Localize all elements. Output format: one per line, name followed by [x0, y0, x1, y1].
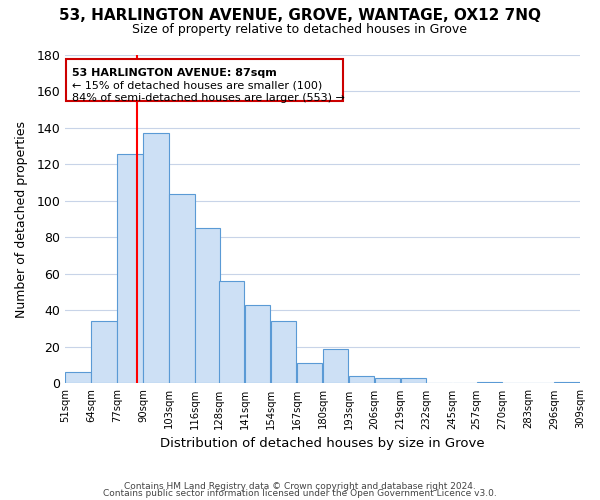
X-axis label: Distribution of detached houses by size in Grove: Distribution of detached houses by size …: [160, 437, 485, 450]
Text: ← 15% of detached houses are smaller (100): ← 15% of detached houses are smaller (10…: [72, 80, 322, 90]
Text: Contains public sector information licensed under the Open Government Licence v3: Contains public sector information licen…: [103, 490, 497, 498]
Text: 53, HARLINGTON AVENUE, GROVE, WANTAGE, OX12 7NQ: 53, HARLINGTON AVENUE, GROVE, WANTAGE, O…: [59, 8, 541, 22]
Text: Size of property relative to detached houses in Grove: Size of property relative to detached ho…: [133, 22, 467, 36]
Bar: [117, 154, 143, 384]
Bar: [297, 364, 322, 384]
Bar: [476, 382, 502, 384]
Text: 53 HARLINGTON AVENUE: 87sqm: 53 HARLINGTON AVENUE: 87sqm: [72, 68, 277, 78]
Bar: [401, 378, 426, 384]
Bar: [143, 134, 169, 384]
Bar: [375, 378, 400, 384]
Bar: [271, 322, 296, 384]
Bar: [245, 305, 271, 384]
Bar: [91, 322, 116, 384]
Bar: [195, 228, 220, 384]
Y-axis label: Number of detached properties: Number of detached properties: [15, 120, 28, 318]
Bar: [169, 194, 194, 384]
Text: 84% of semi-detached houses are larger (553) →: 84% of semi-detached houses are larger (…: [72, 94, 345, 104]
Bar: [349, 376, 374, 384]
Text: Contains HM Land Registry data © Crown copyright and database right 2024.: Contains HM Land Registry data © Crown c…: [124, 482, 476, 491]
FancyBboxPatch shape: [66, 58, 343, 100]
Bar: [323, 349, 348, 384]
Bar: [554, 382, 580, 384]
Bar: [219, 282, 244, 384]
Bar: [65, 372, 91, 384]
